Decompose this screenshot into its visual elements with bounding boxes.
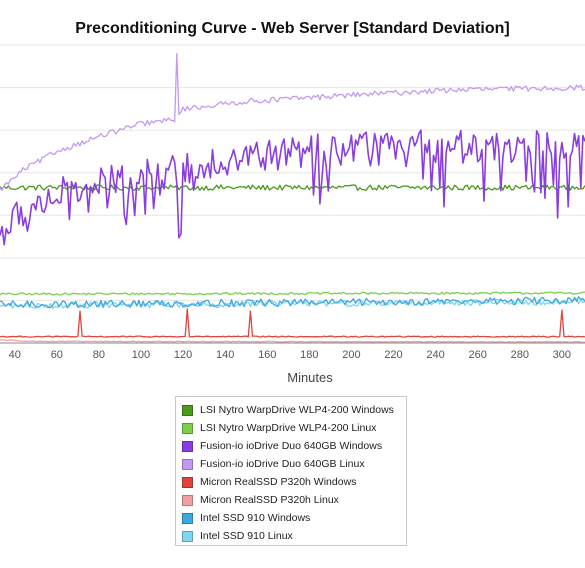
legend-label: Micron RealSSD P320h Windows [200,476,357,488]
x-tick-label: 200 [342,349,360,361]
legend-swatch [182,458,193,470]
legend-swatch [182,512,193,524]
x-tick-label: 140 [216,349,234,361]
x-tick-label: 220 [384,349,402,361]
legend-label: Intel SSD 910 Linux [200,530,293,542]
x-tick-label: 100 [132,349,150,361]
legend-swatch [182,476,193,488]
legend-item: Intel SSD 910 Linux [182,527,406,545]
legend: LSI Nytro WarpDrive WLP4-200 Windows LSI … [175,396,407,546]
x-tick-label: 60 [51,349,63,361]
series-line [0,129,585,246]
series-line [0,52,585,191]
x-tick-label: 180 [300,349,318,361]
legend-swatch [182,422,193,434]
series-line [0,339,585,343]
series-line [0,184,585,191]
legend-swatch [182,494,193,506]
series-lines [0,52,585,343]
legend-label: Micron RealSSD P320h Linux [200,494,339,506]
series-line [0,291,585,296]
legend-label: Intel SSD 910 Windows [200,512,311,524]
x-tick-label: 40 [9,349,21,361]
x-tick-label: 280 [511,349,529,361]
x-tick-label: 240 [426,349,444,361]
x-tick-label: 300 [553,349,571,361]
legend-item: Micron RealSSD P320h Linux [182,491,406,509]
legend-item: Intel SSD 910 Windows [182,509,406,527]
legend-label: Fusion-io ioDrive Duo 640GB Windows [200,440,383,452]
legend-item: LSI Nytro WarpDrive WLP4-200 Windows [182,401,406,419]
x-axis-label: Minutes [287,370,333,385]
x-tick-labels: 40 60 80 100 120 140 160 180 200 220 240 260 280 300 [9,349,571,361]
legend-item: Fusion-io ioDrive Duo 640GB Windows [182,437,406,455]
legend-swatch [182,440,193,452]
x-tick-label: 260 [469,349,487,361]
legend-label: Fusion-io ioDrive Duo 640GB Linux [200,458,365,470]
legend-swatch [182,404,193,416]
legend-item: Micron RealSSD P320h Windows [182,473,406,491]
legend-item: Fusion-io ioDrive Duo 640GB Linux [182,455,406,473]
series-line [0,298,585,310]
series-line [0,296,585,309]
x-tick-label: 120 [174,349,192,361]
chart-title: Preconditioning Curve - Web Server [Stan… [75,20,510,37]
x-tick-label: 160 [258,349,276,361]
legend-item: LSI Nytro WarpDrive WLP4-200 Linux [182,419,406,437]
x-tick-label: 80 [93,349,105,361]
series-line [0,308,585,338]
legend-swatch [182,530,193,542]
legend-label: LSI Nytro WarpDrive WLP4-200 Linux [200,422,377,434]
legend-label: LSI Nytro WarpDrive WLP4-200 Windows [200,404,394,416]
